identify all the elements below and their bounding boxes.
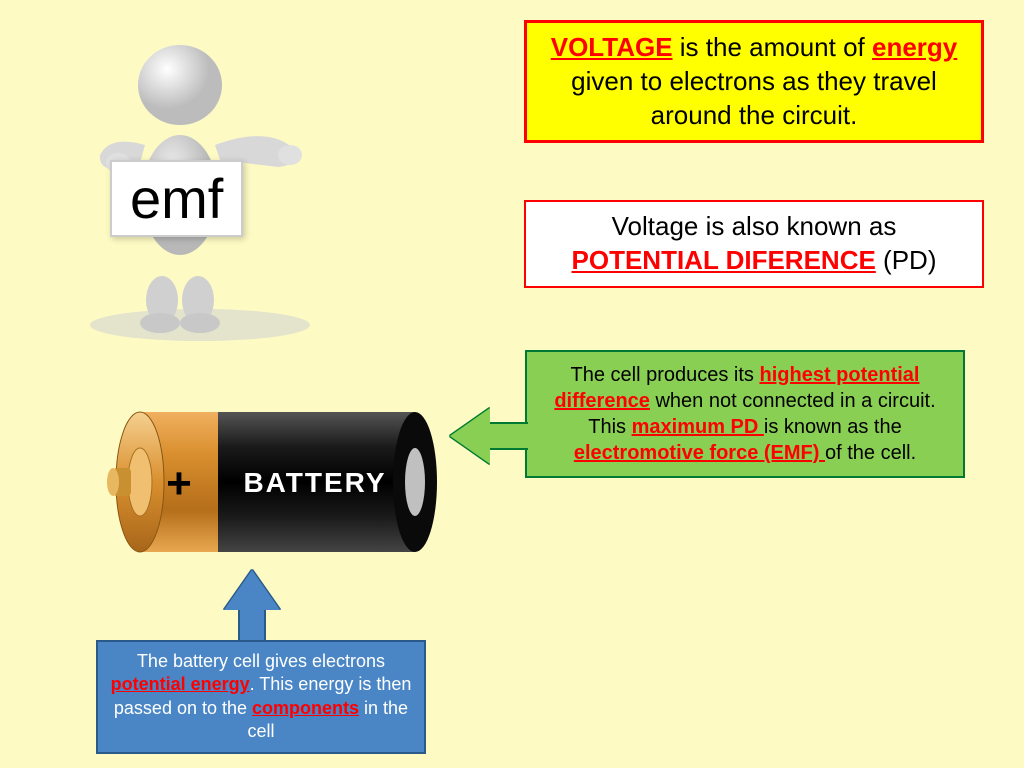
kw-potential-difference: POTENTIAL DIFERENCE <box>572 245 876 275</box>
kw-energy: energy <box>872 32 957 62</box>
blue-arrow-stem <box>238 608 266 642</box>
green-arrow-icon <box>450 408 490 464</box>
green-arrow-stem <box>490 422 528 450</box>
kw-emf: electromotive force (EMF) <box>574 442 825 464</box>
emf-sign-text: emf <box>130 167 223 230</box>
battery-illustration: + BATTERY <box>85 402 445 572</box>
kw-components: components <box>252 698 359 718</box>
blue-arrow-icon <box>224 570 280 610</box>
voltage-definition-box: VOLTAGE is the amount of energy given to… <box>524 20 984 143</box>
emf-explanation-box: The cell produces its highest potential … <box>525 350 965 478</box>
svg-text:BATTERY: BATTERY <box>243 467 386 498</box>
kw-max-pd: maximum PD <box>632 416 764 438</box>
svg-text:+: + <box>166 459 192 508</box>
kw-voltage: VOLTAGE <box>551 32 673 62</box>
emf-sign: emf <box>110 160 243 237</box>
kw-potential-energy: potential energy <box>111 674 250 694</box>
battery-energy-box: The battery cell gives electrons potenti… <box>96 640 426 754</box>
potential-difference-box: Voltage is also known as POTENTIAL DIFER… <box>524 200 984 288</box>
